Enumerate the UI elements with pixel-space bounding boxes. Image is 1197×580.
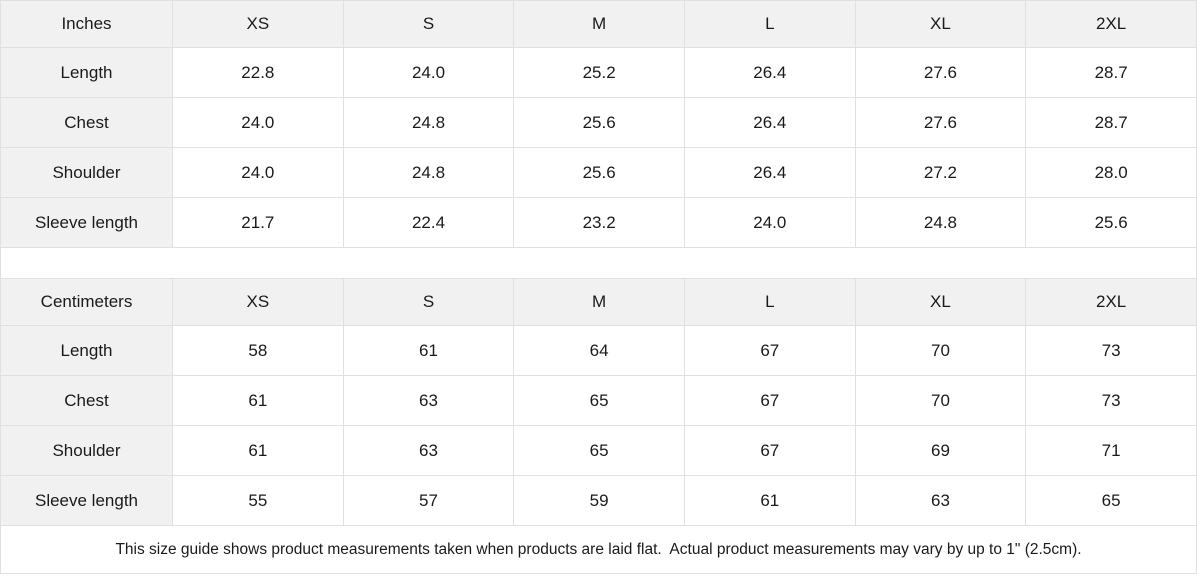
row-label-chest: Chest xyxy=(0,97,173,148)
measurement-cell: 24.8 xyxy=(854,197,1027,248)
measurement-cell: 22.4 xyxy=(342,197,515,248)
measurement-cell: 28.7 xyxy=(1025,47,1197,98)
measurement-cell: 25.2 xyxy=(513,47,685,98)
inches-size-header-xs: XS xyxy=(172,0,344,48)
measurement-cell: 57 xyxy=(342,475,515,526)
table-separator xyxy=(0,248,1197,278)
measurement-cell: 61 xyxy=(683,475,856,526)
cm-size-header-l: L xyxy=(683,278,856,326)
size-guide-footnote: This size guide shows product measuremen… xyxy=(0,526,1197,574)
inches-size-header-xl: XL xyxy=(854,0,1027,48)
measurement-cell: 65 xyxy=(513,375,685,426)
measurement-cell: 25.6 xyxy=(1025,197,1197,248)
measurement-cell: 26.4 xyxy=(683,97,856,148)
centimeters-unit-label: Centimeters xyxy=(0,278,173,326)
centimeters-header-row: Centimeters XS S M L XL 2XL xyxy=(0,278,1197,326)
measurement-cell: 23.2 xyxy=(513,197,685,248)
inches-size-header-2xl: 2XL xyxy=(1025,0,1197,48)
measurement-cell: 24.8 xyxy=(342,97,515,148)
measurement-cell: 61 xyxy=(342,325,515,376)
measurement-cell: 26.4 xyxy=(683,147,856,198)
measurement-cell: 63 xyxy=(342,375,515,426)
row-label-sleeve-length: Sleeve length xyxy=(0,197,173,248)
cm-sleeve-row: Sleeve length 55 57 59 61 63 65 xyxy=(0,475,1197,526)
inches-size-header-s: S xyxy=(342,0,515,48)
measurement-cell: 27.6 xyxy=(854,47,1027,98)
cm-size-header-xs: XS xyxy=(172,278,344,326)
cm-size-header-m: M xyxy=(513,278,685,326)
row-label-sleeve-length: Sleeve length xyxy=(0,475,173,526)
measurement-cell: 70 xyxy=(854,325,1027,376)
cm-shoulder-row: Shoulder 61 63 65 67 69 71 xyxy=(0,425,1197,476)
measurement-cell: 64 xyxy=(513,325,685,376)
cm-length-row: Length 58 61 64 67 70 73 xyxy=(0,325,1197,376)
measurement-cell: 61 xyxy=(172,425,344,476)
measurement-cell: 26.4 xyxy=(683,47,856,98)
cm-size-header-2xl: 2XL xyxy=(1025,278,1197,326)
row-label-length: Length xyxy=(0,47,173,98)
inches-table: Inches XS S M L XL 2XL Length 22.8 24.0 … xyxy=(0,0,1197,248)
measurement-cell: 24.0 xyxy=(342,47,515,98)
measurement-cell: 73 xyxy=(1025,325,1197,376)
measurement-cell: 59 xyxy=(513,475,685,526)
inches-header-row: Inches XS S M L XL 2XL xyxy=(0,0,1197,48)
cm-size-header-s: S xyxy=(342,278,515,326)
measurement-cell: 55 xyxy=(172,475,344,526)
measurement-cell: 58 xyxy=(172,325,344,376)
measurement-cell: 63 xyxy=(854,475,1027,526)
measurement-cell: 67 xyxy=(683,375,856,426)
measurement-cell: 70 xyxy=(854,375,1027,426)
measurement-cell: 28.7 xyxy=(1025,97,1197,148)
measurement-cell: 67 xyxy=(683,425,856,476)
measurement-cell: 27.2 xyxy=(854,147,1027,198)
row-label-shoulder: Shoulder xyxy=(0,147,173,198)
measurement-cell: 65 xyxy=(1025,475,1197,526)
measurement-cell: 25.6 xyxy=(513,147,685,198)
cm-chest-row: Chest 61 63 65 67 70 73 xyxy=(0,375,1197,426)
row-label-shoulder: Shoulder xyxy=(0,425,173,476)
measurement-cell: 24.8 xyxy=(342,147,515,198)
row-label-chest: Chest xyxy=(0,375,173,426)
measurement-cell: 27.6 xyxy=(854,97,1027,148)
measurement-cell: 21.7 xyxy=(172,197,344,248)
row-label-length: Length xyxy=(0,325,173,376)
inches-length-row: Length 22.8 24.0 25.2 26.4 27.6 28.7 xyxy=(0,47,1197,98)
centimeters-table: Centimeters XS S M L XL 2XL Length 58 61… xyxy=(0,278,1197,526)
measurement-cell: 67 xyxy=(683,325,856,376)
measurement-cell: 65 xyxy=(513,425,685,476)
measurement-cell: 73 xyxy=(1025,375,1197,426)
measurement-cell: 24.0 xyxy=(683,197,856,248)
measurement-cell: 24.0 xyxy=(172,147,344,198)
inches-chest-row: Chest 24.0 24.8 25.6 26.4 27.6 28.7 xyxy=(0,97,1197,148)
inches-unit-label: Inches xyxy=(0,0,173,48)
inches-size-header-l: L xyxy=(683,0,856,48)
measurement-cell: 22.8 xyxy=(172,47,344,98)
inches-size-header-m: M xyxy=(513,0,685,48)
measurement-cell: 71 xyxy=(1025,425,1197,476)
measurement-cell: 25.6 xyxy=(513,97,685,148)
measurement-cell: 24.0 xyxy=(172,97,344,148)
cm-size-header-xl: XL xyxy=(854,278,1027,326)
measurement-cell: 28.0 xyxy=(1025,147,1197,198)
inches-shoulder-row: Shoulder 24.0 24.8 25.6 26.4 27.2 28.0 xyxy=(0,147,1197,198)
measurement-cell: 69 xyxy=(854,425,1027,476)
inches-sleeve-row: Sleeve length 21.7 22.4 23.2 24.0 24.8 2… xyxy=(0,197,1197,248)
measurement-cell: 61 xyxy=(172,375,344,426)
measurement-cell: 63 xyxy=(342,425,515,476)
